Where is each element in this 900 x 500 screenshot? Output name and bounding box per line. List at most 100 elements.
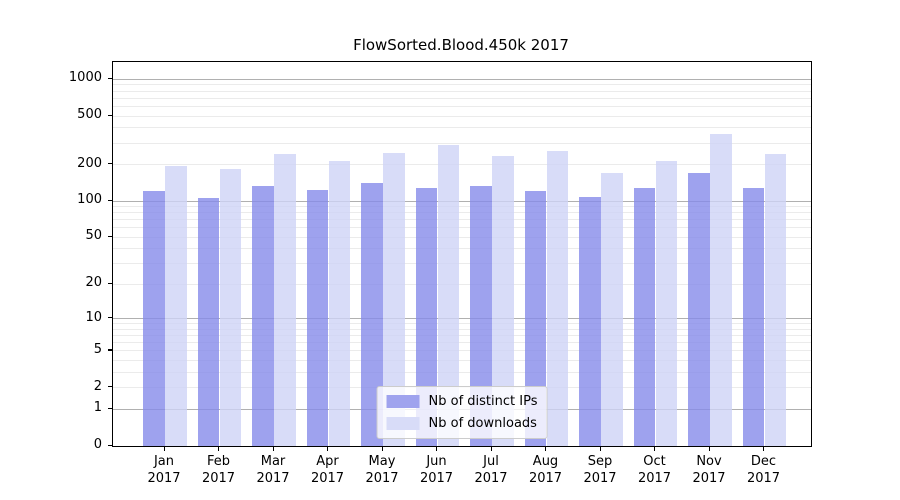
bar-distinct-ips-dec [742, 187, 765, 446]
x-tick-mark-oct [654, 447, 656, 451]
x-tick-mark-dec [763, 447, 765, 451]
bar-downloads-jan [165, 165, 187, 446]
x-tick-mark-apr [327, 447, 329, 451]
y-tick-label-100: 100 [77, 192, 102, 208]
x-tick-label-oct: Oct 2017 [637, 454, 672, 486]
y-tick-mark-10 [108, 317, 112, 319]
legend-swatch-distinct-ips-icon [386, 395, 420, 408]
y-tick-label-10: 10 [85, 309, 102, 325]
y-tick-mark-500 [108, 114, 112, 116]
gridline-minor-300 [113, 142, 811, 144]
legend-label-downloads: Nb of downloads [428, 416, 537, 431]
gridline-minor-5 [113, 350, 811, 352]
bar-distinct-ips-feb [197, 197, 220, 446]
gridline-major-100 [113, 200, 811, 202]
chart-title: FlowSorted.Blood.450k 2017 [353, 36, 569, 54]
bar-downloads-dec [764, 154, 787, 446]
bar-distinct-ips-oct [633, 187, 656, 446]
gridline-minor-6 [113, 342, 811, 344]
bar-downloads-aug [546, 151, 569, 446]
gridline-major-10 [113, 318, 811, 320]
x-tick-label-may: May 2017 [365, 454, 399, 486]
bar-downloads-sep [601, 172, 623, 446]
gridline-minor-20 [113, 283, 811, 285]
gridline-minor-800 [113, 90, 811, 92]
bar-downloads-jun [437, 144, 460, 446]
bar-downloads-mar [274, 153, 296, 446]
gridline-minor-600 [113, 105, 811, 107]
bar-distinct-ips-mar [252, 186, 274, 446]
legend: Nb of distinct IPs Nb of downloads [376, 386, 548, 439]
y-tick-label-5: 5 [93, 341, 102, 357]
legend-item-downloads: Nb of downloads [386, 416, 538, 431]
bar-distinct-ips-jul [470, 186, 492, 446]
gridline-minor-400 [113, 127, 811, 129]
y-tick-label-200: 200 [77, 155, 102, 171]
x-tick-label-apr: Apr 2017 [310, 454, 345, 486]
gridline-minor-30 [113, 263, 811, 265]
x-tick-mark-feb [218, 447, 220, 451]
y-tick-mark-5 [108, 349, 112, 351]
gridline-minor-4 [113, 360, 811, 362]
y-tick-mark-50 [108, 235, 112, 238]
gridline-minor-3 [113, 371, 811, 373]
x-tick-label-jan: Jan 2017 [147, 454, 181, 486]
x-tick-label-feb: Feb 2017 [201, 454, 236, 486]
gridline-minor-200 [113, 164, 811, 166]
y-tick-mark-1 [108, 407, 112, 409]
y-tick-label-20: 20 [85, 275, 102, 291]
bar-distinct-ips-jan [143, 190, 165, 446]
bar-downloads-may [383, 153, 405, 446]
gridline-minor-70 [113, 219, 811, 221]
y-tick-mark-1000 [108, 77, 112, 80]
x-tick-mark-nov [708, 447, 710, 451]
x-tick-label-aug: Aug 2017 [528, 454, 563, 486]
y-tick-mark-2 [108, 386, 112, 388]
x-tick-label-mar: Mar 2017 [256, 454, 290, 486]
gridline-minor-50 [113, 236, 811, 238]
x-tick-mark-aug [545, 447, 547, 451]
y-tick-mark-100 [108, 199, 112, 201]
bar-downloads-apr [328, 160, 351, 446]
gridline-minor-90 [113, 206, 811, 208]
x-tick-label-jul: Jul 2017 [474, 454, 508, 486]
gridline-minor-500 [113, 115, 811, 117]
bar-downloads-nov [710, 133, 732, 446]
bar-distinct-ips-aug [524, 190, 547, 446]
legend-swatch-downloads-icon [386, 417, 420, 430]
y-tick-mark-0 [108, 444, 112, 446]
x-tick-label-dec: Dec 2017 [746, 454, 781, 486]
bar-distinct-ips-jun [415, 187, 438, 446]
plot-area: Nb of distinct IPs Nb of downloads [112, 61, 812, 447]
gridline-minor-700 [113, 97, 811, 99]
x-tick-mark-jan [163, 447, 165, 451]
x-tick-mark-may [381, 447, 383, 451]
bar-distinct-ips-sep [579, 196, 601, 446]
x-tick-mark-sep [599, 447, 601, 451]
y-tick-mark-20 [108, 282, 112, 285]
legend-label-distinct-ips: Nb of distinct IPs [428, 394, 538, 409]
gridline-major-1000 [113, 78, 811, 80]
gridline-minor-80 [113, 212, 811, 214]
y-tick-label-50: 50 [85, 228, 102, 244]
x-tick-mark-jun [436, 447, 438, 451]
y-tick-label-500: 500 [77, 107, 102, 123]
y-tick-label-2: 2 [93, 378, 102, 394]
gridline-minor-60 [113, 227, 811, 229]
bar-distinct-ips-may [361, 183, 383, 446]
y-tick-label-0: 0 [93, 437, 102, 452]
legend-item-distinct-ips: Nb of distinct IPs [386, 394, 538, 409]
y-tick-label-1: 1 [93, 400, 102, 416]
gridline-minor-8 [113, 328, 811, 330]
y-tick-label-1000: 1000 [68, 70, 102, 86]
x-tick-mark-jul [490, 447, 492, 451]
x-tick-label-sep: Sep 2017 [583, 454, 617, 486]
x-tick-label-jun: Jun 2017 [419, 454, 454, 486]
bar-distinct-ips-apr [306, 189, 329, 446]
x-tick-mark-mar [272, 447, 274, 451]
y-tick-mark-200 [108, 163, 112, 165]
gridline-minor-40 [113, 248, 811, 250]
bar-downloads-jul [492, 156, 514, 446]
gridline-minor-900 [113, 84, 811, 86]
